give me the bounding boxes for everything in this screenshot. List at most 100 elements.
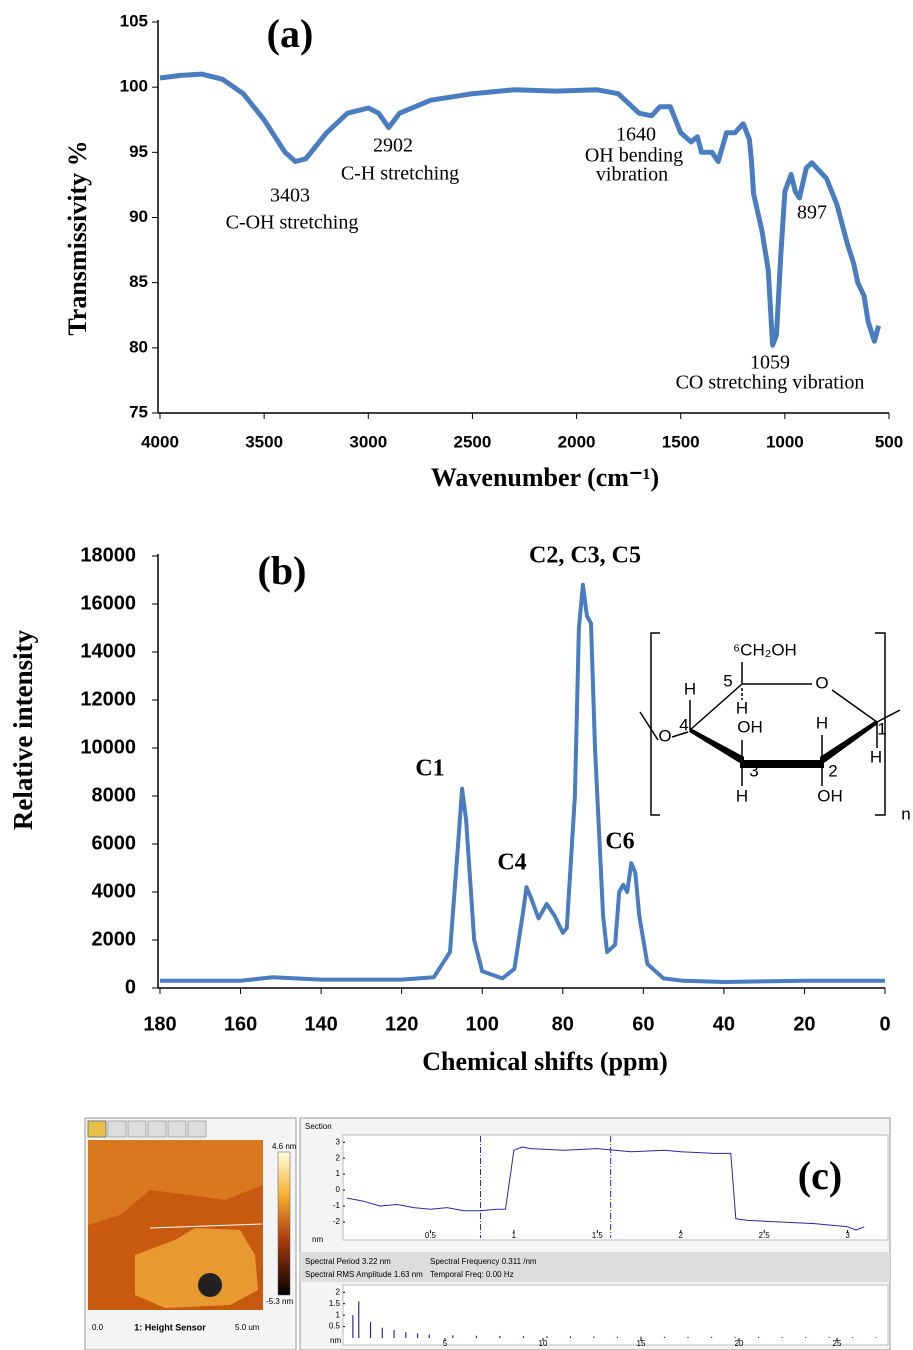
x-tick-label: 100 — [466, 1013, 499, 1035]
bar — [616, 1336, 619, 1338]
structure-label: H — [736, 698, 748, 717]
x-axis-label: Chemical shifts (ppm) — [422, 1047, 668, 1076]
y-tick-label: 0.5 — [329, 1322, 341, 1331]
bar — [546, 1336, 548, 1338]
y-axis-label: Transmissivity % — [63, 140, 92, 335]
y-tick-label: 16000 — [80, 592, 136, 614]
x-tick-label: 2 — [679, 1231, 684, 1240]
annotation: C2, C3, C5 — [529, 543, 641, 569]
bracket — [650, 632, 660, 816]
x-tick-label: 3000 — [349, 432, 387, 451]
bar — [393, 1330, 395, 1338]
x-tick-label: 25 — [833, 1339, 842, 1348]
y-tick-label: 100 — [120, 77, 148, 96]
bar — [381, 1327, 383, 1338]
panel-title: (a) — [267, 11, 314, 56]
x-tick-label: 120 — [385, 1013, 418, 1035]
y-tick-label: 0 — [336, 1185, 341, 1194]
y-tick-label: 10000 — [80, 736, 136, 758]
axis-unit: nm — [312, 1235, 323, 1244]
structure-label: OH — [817, 786, 843, 805]
axis-unit: nm — [330, 1336, 341, 1345]
annotation: 1640 — [616, 124, 656, 146]
bar — [710, 1336, 713, 1338]
x-tick-label: 10 — [539, 1339, 548, 1348]
bracket — [875, 632, 886, 816]
tool-button[interactable] — [87, 1120, 107, 1138]
y-tick-label: 95 — [129, 142, 148, 161]
bar — [828, 1337, 830, 1338]
bar — [875, 1337, 877, 1338]
x-tick-label: 1.5 — [592, 1231, 604, 1240]
annotation: 3403 — [270, 185, 310, 207]
annotation: 897 — [797, 202, 827, 224]
x-tick-label: 2500 — [454, 432, 492, 451]
image-label: 0.0 — [92, 1323, 104, 1332]
bar — [640, 1336, 642, 1338]
y-tick-label: 75 — [129, 402, 148, 421]
x-tick-label: 60 — [632, 1013, 654, 1035]
y-tick-label: 90 — [129, 207, 148, 226]
bar — [522, 1336, 524, 1338]
structure-label: n — [901, 804, 910, 823]
x-tick-label: 4000 — [141, 432, 179, 451]
structure-label: O — [658, 726, 671, 745]
bond — [671, 731, 689, 738]
data-line — [160, 582, 885, 984]
tool-button[interactable] — [167, 1120, 187, 1138]
annotation: OH bending — [585, 145, 683, 167]
afm-defect — [198, 1273, 222, 1297]
x-tick-label: 5 — [443, 1339, 448, 1348]
structure-label: 5 — [723, 671, 732, 690]
bar — [352, 1315, 354, 1338]
toolbar — [87, 1120, 207, 1138]
y-tick-label: 14000 — [80, 640, 136, 662]
panel-title: (b) — [258, 548, 307, 593]
bar — [758, 1337, 760, 1338]
y-tick-label: 12000 — [80, 688, 136, 710]
bold-bond — [688, 720, 879, 768]
y-tick-label: 4000 — [92, 880, 137, 902]
tool-button[interactable] — [147, 1120, 167, 1138]
annotation: C-OH stretching — [226, 212, 359, 234]
bar — [663, 1336, 666, 1338]
bar — [687, 1336, 689, 1338]
image-label: -5.3 nm — [266, 1297, 293, 1306]
image-label: 4.6 nm — [272, 1142, 297, 1151]
x-tick-label: 15 — [637, 1339, 646, 1348]
tool-button[interactable] — [107, 1120, 127, 1138]
bar — [358, 1301, 360, 1338]
structure-label: 3 — [749, 761, 758, 780]
bar — [805, 1337, 807, 1338]
annotation: C6 — [605, 829, 634, 855]
panel-title: (c) — [798, 1153, 842, 1198]
y-tick-label: 2 — [336, 1287, 341, 1296]
structure-label: 2 — [828, 761, 837, 780]
bond — [639, 711, 659, 741]
y-tick-label: 85 — [129, 272, 148, 291]
structure-label: H — [736, 786, 748, 805]
tool-button[interactable] — [127, 1120, 147, 1138]
x-tick-label: 1500 — [662, 432, 700, 451]
x-tick-label: 1 — [512, 1231, 517, 1240]
x-tick-label: 2.5 — [759, 1231, 771, 1240]
spectrum-plot-area — [342, 1284, 889, 1346]
bar — [475, 1335, 477, 1338]
x-tick-label: 20 — [735, 1339, 744, 1348]
y-tick-label: 3 — [336, 1137, 341, 1146]
afm-flake — [135, 1228, 258, 1308]
bar — [569, 1336, 572, 1338]
bar — [405, 1332, 407, 1338]
y-tick-label: 8000 — [92, 784, 137, 806]
x-tick-label: 0 — [879, 1013, 890, 1035]
structure-label: 4 — [679, 715, 688, 734]
annotation: C4 — [497, 850, 526, 876]
y-tick-label: 18000 — [80, 544, 136, 566]
bar — [416, 1333, 419, 1338]
afm-flake — [88, 1140, 263, 1225]
x-tick-label: 40 — [713, 1013, 735, 1035]
annotation: 2902 — [373, 135, 413, 157]
y-tick-label: -1 — [333, 1201, 341, 1210]
structure-label: OH — [737, 717, 763, 736]
tool-button[interactable] — [187, 1120, 207, 1138]
